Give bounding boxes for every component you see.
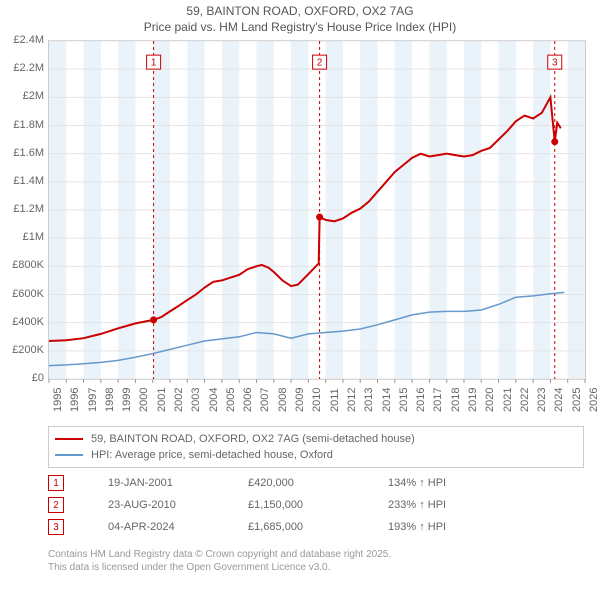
y-tick-label: £2.2M: [4, 62, 44, 74]
y-tick-label: £1.2M: [4, 203, 44, 215]
legend-item-price-paid: 59, BAINTON ROAD, OXFORD, OX2 7AG (semi-…: [55, 431, 577, 447]
chart-title-line2: Price paid vs. HM Land Registry's House …: [0, 20, 600, 34]
svg-text:1: 1: [151, 58, 157, 69]
y-tick-label: £600K: [4, 288, 44, 300]
sale-marker-box: 3: [48, 519, 64, 535]
sale-marker-box: 2: [48, 497, 64, 513]
legend-label: 59, BAINTON ROAD, OXFORD, OX2 7AG (semi-…: [91, 433, 415, 445]
y-tick-label: £2M: [4, 90, 44, 102]
x-tick-label: 2025: [571, 388, 583, 412]
x-tick-label: 2011: [329, 388, 341, 412]
y-tick-label: £2.4M: [4, 34, 44, 46]
x-tick-label: 2012: [346, 388, 358, 412]
chart-title-line1: 59, BAINTON ROAD, OXFORD, OX2 7AG: [0, 4, 600, 18]
footer: Contains HM Land Registry data © Crown c…: [48, 548, 584, 574]
x-tick-label: 2003: [190, 388, 202, 412]
x-tick-label: 2016: [415, 388, 427, 412]
x-tick-label: 2023: [536, 388, 548, 412]
x-tick-label: 2021: [502, 388, 514, 412]
chart-plot-area: 1 2 3: [48, 40, 586, 380]
legend-label: HPI: Average price, semi-detached house,…: [91, 449, 333, 461]
y-tick-label: £1.8M: [4, 119, 44, 131]
x-tick-label: 2002: [173, 388, 185, 412]
x-tick-label: 1999: [121, 388, 133, 412]
x-tick-label: 2004: [208, 388, 220, 412]
x-tick-label: 1996: [69, 388, 81, 412]
x-tick-label: 2017: [432, 388, 444, 412]
sale-price: £1,150,000: [248, 499, 388, 511]
y-tick-label: £1M: [4, 231, 44, 243]
x-tick-label: 2009: [294, 388, 306, 412]
x-tick-label: 2026: [588, 388, 600, 412]
sale-price: £420,000: [248, 477, 388, 489]
svg-text:3: 3: [552, 58, 558, 69]
x-tick-label: 1998: [104, 388, 116, 412]
table-row: 3 04-APR-2024 £1,685,000 193% ↑ HPI: [48, 516, 584, 538]
legend: 59, BAINTON ROAD, OXFORD, OX2 7AG (semi-…: [48, 426, 584, 468]
x-tick-label: 2007: [259, 388, 271, 412]
x-tick-label: 2015: [398, 388, 410, 412]
x-tick-label: 2020: [484, 388, 496, 412]
x-tick-label: 2018: [450, 388, 462, 412]
sale-date: 19-JAN-2001: [108, 477, 248, 489]
x-tick-label: 1997: [87, 388, 99, 412]
y-tick-label: £200K: [4, 344, 44, 356]
x-tick-label: 1995: [52, 388, 64, 412]
x-tick-label: 2022: [519, 388, 531, 412]
sale-pct: 134% ↑ HPI: [388, 477, 528, 489]
legend-swatch: [55, 454, 83, 456]
sale-date: 04-APR-2024: [108, 521, 248, 533]
y-tick-label: £1.4M: [4, 175, 44, 187]
y-tick-label: £0: [4, 372, 44, 384]
x-tick-label: 2010: [311, 388, 323, 412]
x-tick-label: 2000: [138, 388, 150, 412]
footer-line1: Contains HM Land Registry data © Crown c…: [48, 548, 584, 561]
sale-marker-box: 1: [48, 475, 64, 491]
x-tick-label: 2013: [363, 388, 375, 412]
table-row: 2 23-AUG-2010 £1,150,000 233% ↑ HPI: [48, 494, 584, 516]
x-tick-label: 2001: [156, 388, 168, 412]
x-tick-label: 2014: [381, 388, 393, 412]
x-tick-label: 2019: [467, 388, 479, 412]
legend-item-hpi: HPI: Average price, semi-detached house,…: [55, 447, 577, 463]
legend-swatch: [55, 438, 83, 440]
sale-pct: 193% ↑ HPI: [388, 521, 528, 533]
sale-date: 23-AUG-2010: [108, 499, 248, 511]
footer-line2: This data is licensed under the Open Gov…: [48, 561, 584, 574]
y-tick-label: £400K: [4, 316, 44, 328]
table-row: 1 19-JAN-2001 £420,000 134% ↑ HPI: [48, 472, 584, 494]
svg-text:2: 2: [317, 58, 323, 69]
sale-pct: 233% ↑ HPI: [388, 499, 528, 511]
x-tick-label: 2005: [225, 388, 237, 412]
sales-table: 1 19-JAN-2001 £420,000 134% ↑ HPI 2 23-A…: [48, 472, 584, 538]
x-tick-label: 2008: [277, 388, 289, 412]
y-tick-label: £800K: [4, 259, 44, 271]
sale-price: £1,685,000: [248, 521, 388, 533]
x-tick-label: 2006: [242, 388, 254, 412]
y-tick-label: £1.6M: [4, 147, 44, 159]
x-tick-label: 2024: [553, 388, 565, 412]
